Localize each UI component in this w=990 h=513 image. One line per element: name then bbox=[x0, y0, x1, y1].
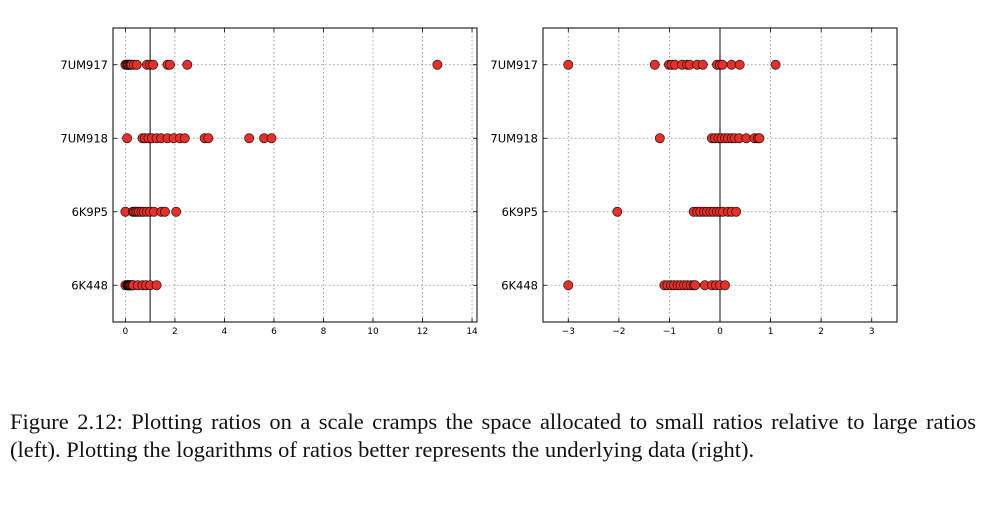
data-point bbox=[770, 59, 781, 70]
data-point bbox=[179, 133, 190, 144]
x-tick-label: 0 bbox=[717, 327, 723, 337]
x-tick-label: −1 bbox=[663, 327, 676, 337]
data-point bbox=[165, 59, 175, 70]
x-tick-label: 0 bbox=[123, 327, 129, 337]
category-label: 6K9P5 bbox=[72, 205, 108, 219]
data-point bbox=[131, 59, 142, 70]
data-point bbox=[720, 280, 731, 291]
plot-frame bbox=[542, 27, 898, 323]
data-point bbox=[266, 133, 277, 144]
data-point bbox=[563, 280, 574, 291]
data-point bbox=[734, 59, 745, 70]
data-point bbox=[160, 206, 170, 217]
category-label: 6K448 bbox=[501, 278, 538, 292]
data-point bbox=[148, 59, 159, 70]
left-panel: 0 2 4 6 8 10 12 14 7UM917 7UM918 6K9P5 6K448 bbox=[60, 27, 478, 337]
data-point bbox=[654, 133, 665, 144]
category-label: 6K448 bbox=[71, 278, 108, 292]
data-point bbox=[649, 59, 660, 70]
x-tick-label: 8 bbox=[321, 327, 327, 337]
category-label: 7UM917 bbox=[60, 58, 108, 72]
category-label: 6K9P5 bbox=[502, 205, 538, 219]
data-point bbox=[697, 59, 708, 70]
data-point bbox=[151, 280, 162, 291]
data-point bbox=[122, 133, 133, 144]
data-point bbox=[754, 133, 765, 144]
x-tick-label: 10 bbox=[367, 327, 379, 337]
data-point bbox=[563, 59, 574, 70]
x-tick-label: −2 bbox=[612, 327, 625, 337]
x-tick-label: 2 bbox=[818, 327, 824, 337]
data-point bbox=[717, 59, 728, 70]
x-tick-label: 12 bbox=[417, 327, 428, 337]
data-point bbox=[171, 206, 182, 217]
x-tick-label: 6 bbox=[271, 327, 277, 337]
x-tick-label: 14 bbox=[466, 327, 478, 337]
x-tick-label: 3 bbox=[869, 327, 875, 337]
data-point bbox=[182, 59, 193, 70]
data-point bbox=[690, 280, 701, 291]
right-panel: −3 −2 −1 0 1 2 3 7UM917 7UM918 6K9P5 6K448 bbox=[490, 27, 898, 337]
data-point bbox=[612, 206, 623, 217]
category-label: 7UM917 bbox=[490, 58, 538, 72]
figure-caption: Figure 2.12: Plotting ratios on a scale … bbox=[10, 409, 976, 462]
data-point bbox=[432, 59, 443, 70]
plot-frame bbox=[112, 27, 478, 323]
plot-background bbox=[113, 28, 477, 322]
data-point bbox=[203, 133, 214, 144]
data-point bbox=[731, 206, 742, 217]
category-label: 7UM918 bbox=[60, 131, 108, 145]
data-point bbox=[244, 133, 255, 144]
x-tick-label: 1 bbox=[768, 327, 774, 337]
category-label: 7UM918 bbox=[490, 131, 538, 145]
x-tick-label: 4 bbox=[222, 327, 228, 337]
x-tick-label: −3 bbox=[562, 327, 575, 337]
x-tick-label: 2 bbox=[172, 327, 178, 337]
